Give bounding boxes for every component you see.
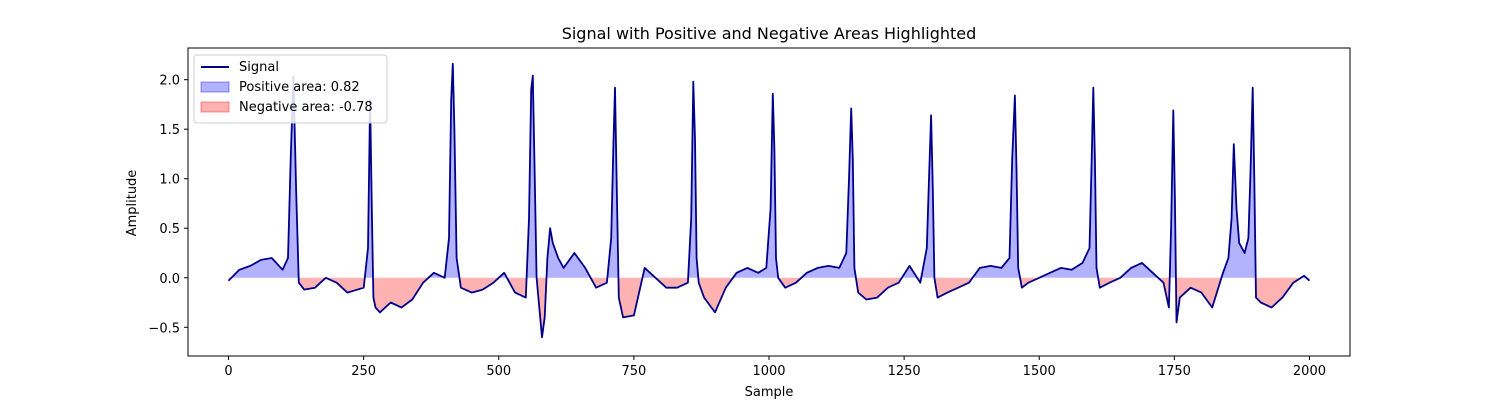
y-tick-label: 1.5 — [159, 123, 180, 138]
y-tick-label: 1.0 — [159, 173, 180, 188]
x-tick-label: 250 — [351, 364, 376, 379]
x-tick-label: 0 — [224, 364, 232, 379]
y-axis-label: Amplitude — [125, 170, 140, 237]
y-tick-label: 0.5 — [159, 222, 180, 237]
x-tick-label: 1000 — [752, 364, 785, 379]
chart-title: Signal with Positive and Negative Areas … — [562, 24, 977, 43]
legend-label-positive: Positive area: 0.82 — [239, 80, 360, 95]
y-tick-label: −0.5 — [148, 321, 180, 336]
x-tick-label: 750 — [621, 364, 646, 379]
plot-area — [227, 62, 1311, 339]
y-tick-label: 2.0 — [159, 74, 180, 89]
legend-positive-swatch — [200, 81, 230, 93]
legend-box — [193, 54, 388, 124]
x-tick-label: 1750 — [1158, 364, 1191, 379]
x-tick-label: 1250 — [888, 364, 921, 379]
x-tick-label: 500 — [486, 364, 511, 379]
signal-line — [227, 62, 1311, 339]
x-tick-label: 2000 — [1293, 364, 1326, 379]
negative-area-fill — [228, 277, 1310, 338]
x-tick-label: 1500 — [1023, 364, 1056, 379]
y-tick-label: 0.0 — [159, 272, 180, 287]
axes: 0 250 500 750 1000 1250 1500 1750 2000 −0.5 0.0 0.5… — [148, 47, 1351, 379]
x-axis-label: Sample — [745, 385, 794, 400]
legend-label-signal: Signal — [239, 60, 279, 75]
legend-negative-swatch — [200, 101, 230, 113]
legend-label-negative: Negative area: -0.78 — [239, 100, 373, 115]
legend: Signal Positive area: 0.82 Negative area… — [193, 54, 388, 124]
